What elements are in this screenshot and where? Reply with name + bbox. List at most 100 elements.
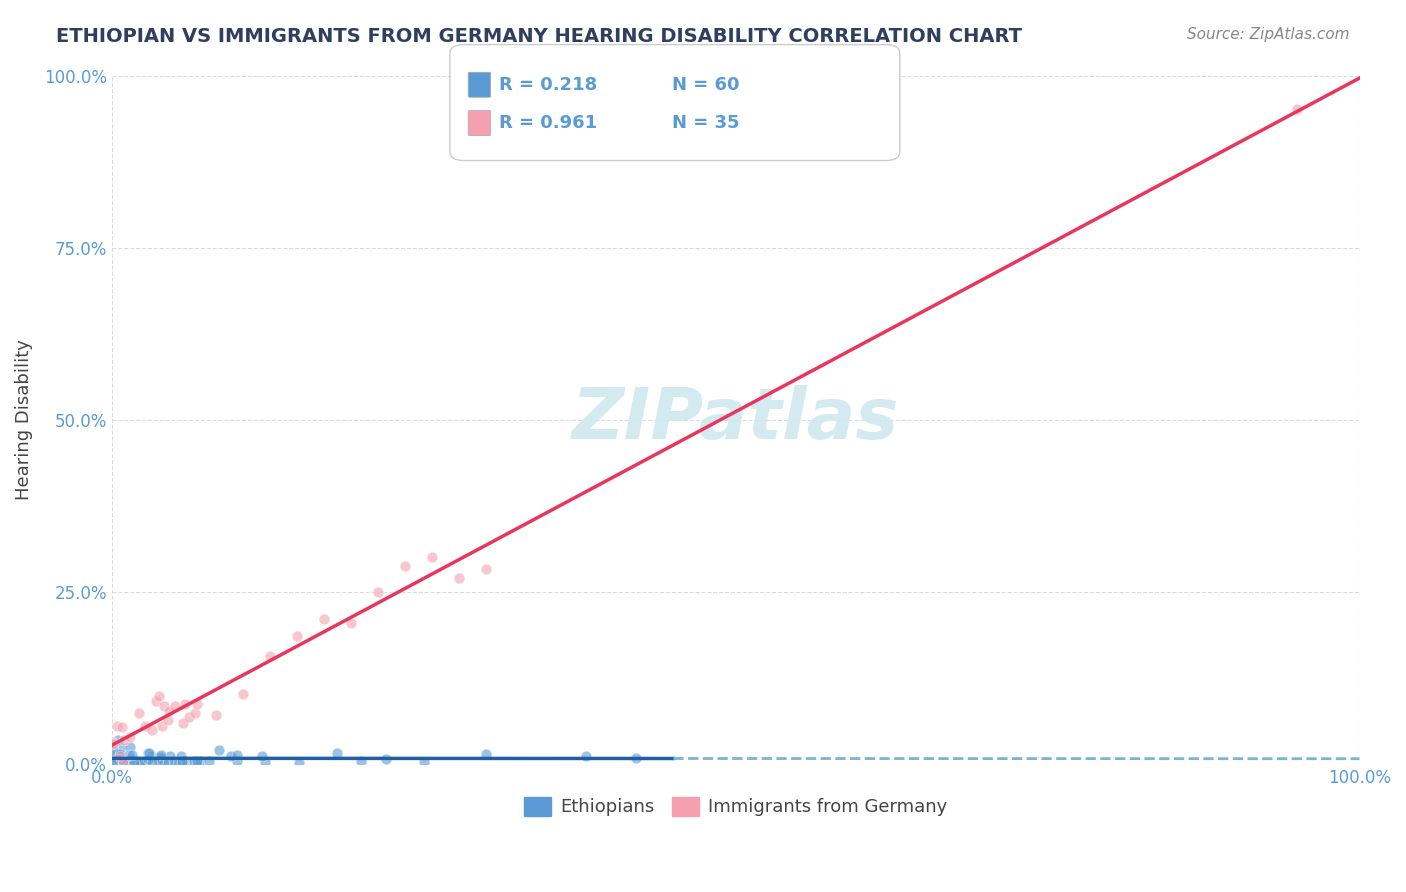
- Point: [129, 756, 152, 770]
- Point: [110, 752, 132, 766]
- Point: [285, 629, 308, 643]
- Point: [225, 754, 247, 768]
- Point: [149, 749, 172, 764]
- Point: [624, 751, 647, 765]
- Point: [128, 706, 150, 720]
- Point: [198, 754, 221, 768]
- Point: [186, 697, 208, 711]
- Point: [136, 746, 159, 760]
- Point: [111, 721, 134, 735]
- Point: [183, 754, 205, 768]
- Point: [124, 755, 146, 769]
- Point: [288, 756, 311, 770]
- Point: [412, 755, 434, 769]
- Point: [138, 746, 160, 760]
- Point: [141, 723, 163, 738]
- Point: [146, 753, 169, 767]
- Point: [150, 719, 173, 733]
- Point: [134, 719, 156, 733]
- Point: [420, 550, 443, 565]
- Point: [205, 708, 228, 723]
- Point: [141, 756, 163, 771]
- Point: [394, 559, 416, 574]
- Point: [105, 719, 128, 733]
- Y-axis label: Hearing Disability: Hearing Disability: [15, 339, 32, 500]
- Point: [253, 756, 276, 770]
- Point: [221, 749, 243, 764]
- Point: [111, 754, 134, 768]
- Point: [232, 687, 254, 701]
- Text: N = 35: N = 35: [672, 114, 740, 132]
- Point: [136, 751, 159, 765]
- Legend: Ethiopians, Immigrants from Germany: Ethiopians, Immigrants from Germany: [516, 789, 955, 823]
- Text: R = 0.218: R = 0.218: [499, 76, 598, 94]
- Point: [103, 756, 125, 770]
- Point: [163, 756, 186, 770]
- Point: [350, 754, 373, 768]
- Point: [174, 697, 197, 711]
- Point: [120, 751, 142, 765]
- Point: [105, 752, 128, 766]
- Point: [121, 747, 143, 762]
- Point: [156, 713, 179, 727]
- Point: [108, 747, 131, 762]
- Point: [325, 747, 347, 761]
- Point: [112, 756, 135, 771]
- Point: [150, 747, 173, 762]
- Point: [111, 756, 134, 771]
- Point: [122, 756, 145, 771]
- Point: [165, 756, 187, 771]
- Point: [367, 585, 389, 599]
- Point: [1286, 102, 1309, 116]
- Point: [103, 744, 125, 758]
- Point: [105, 747, 128, 761]
- Text: Source: ZipAtlas.com: Source: ZipAtlas.com: [1187, 27, 1350, 42]
- Point: [150, 753, 173, 767]
- Point: [148, 751, 170, 765]
- Point: [118, 756, 141, 770]
- Point: [108, 749, 131, 764]
- Point: [188, 754, 211, 768]
- Point: [103, 736, 125, 750]
- Point: [170, 749, 193, 764]
- Point: [103, 756, 125, 771]
- Point: [118, 748, 141, 763]
- Point: [259, 649, 281, 664]
- Point: [250, 749, 273, 764]
- Point: [208, 743, 231, 757]
- Point: [145, 694, 167, 708]
- Point: [186, 754, 208, 768]
- Point: [118, 730, 141, 744]
- Point: [375, 752, 398, 766]
- Text: ZIPatlas: ZIPatlas: [572, 385, 900, 454]
- Point: [174, 756, 197, 770]
- Point: [112, 732, 135, 747]
- Point: [129, 756, 152, 771]
- Point: [110, 741, 132, 756]
- Point: [153, 756, 176, 771]
- Point: [135, 754, 157, 768]
- Text: ETHIOPIAN VS IMMIGRANTS FROM GERMANY HEARING DISABILITY CORRELATION CHART: ETHIOPIAN VS IMMIGRANTS FROM GERMANY HEA…: [56, 27, 1022, 45]
- Point: [575, 748, 598, 763]
- Point: [114, 753, 136, 767]
- Point: [107, 733, 129, 747]
- Point: [225, 747, 247, 762]
- Point: [312, 612, 335, 626]
- Point: [103, 737, 125, 751]
- Point: [156, 755, 179, 769]
- Point: [153, 699, 176, 714]
- Point: [184, 756, 207, 770]
- Point: [475, 747, 498, 762]
- Point: [172, 755, 194, 769]
- Point: [157, 704, 180, 718]
- Point: [172, 753, 194, 767]
- Point: [475, 562, 498, 576]
- Point: [139, 748, 162, 763]
- Point: [148, 689, 170, 703]
- Point: [172, 716, 194, 731]
- Point: [340, 615, 363, 630]
- Point: [165, 699, 187, 714]
- Point: [449, 571, 471, 585]
- Text: N = 60: N = 60: [672, 76, 740, 94]
- Point: [159, 749, 181, 764]
